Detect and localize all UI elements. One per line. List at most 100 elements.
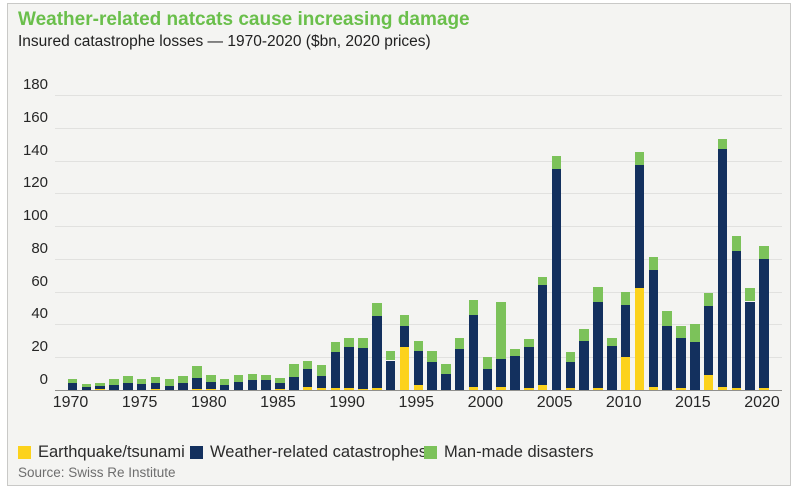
bar-2019-weather-related-catastrophes: [745, 301, 755, 390]
legend-swatch-2: [424, 446, 437, 459]
figure-border: [7, 3, 791, 486]
bar-1981-man-made-disasters: [219, 379, 230, 386]
bar-1998-man-made-disasters: [454, 337, 465, 350]
bar-1993-weather-related-catastrophes: [385, 360, 396, 390]
legend-swatch-0: [18, 446, 31, 459]
legend-item-weather: Weather-related catastrophes: [190, 443, 427, 462]
bar-1992-weather-related-catastrophes: [372, 316, 382, 389]
bar-2002-man-made-disasters: [510, 349, 520, 356]
source-note: Source: Swiss Re Institute: [18, 465, 176, 480]
bar-1990-man-made-disasters: [344, 337, 354, 348]
bar-1974-man-made-disasters: [123, 376, 133, 383]
x-tick-1990: 1990: [329, 394, 365, 411]
bar-1984-man-made-disasters: [261, 375, 271, 381]
bar-1992-earthquake-tsunami: [372, 388, 382, 390]
bar-1985-earthquake-tsunami: [275, 389, 285, 391]
bar-1978-man-made-disasters: [178, 376, 188, 384]
bar-1986-weather-related-catastrophes: [289, 376, 299, 390]
y-tick-0: 0: [39, 371, 48, 388]
bar-1995-man-made-disasters: [413, 340, 423, 351]
bar-2014-weather-related-catastrophes: [676, 337, 686, 389]
bar-2002-weather-related-catastrophes: [510, 355, 520, 390]
bar-1976-earthquake-tsunami: [150, 389, 161, 391]
bar-2018-man-made-disasters: [731, 235, 742, 251]
bar-2020-weather-related-catastrophes: [759, 258, 769, 389]
bar-2011-weather-related-catastrophes: [634, 165, 645, 289]
bar-2012-earthquake-tsunami: [648, 386, 659, 390]
bar-2011-man-made-disasters: [634, 152, 645, 166]
x-tick-1995: 1995: [398, 394, 435, 411]
bar-1983-weather-related-catastrophes: [247, 380, 258, 390]
bar-1980-man-made-disasters: [206, 375, 216, 382]
legend-item-earthquake: Earthquake/tsunami: [18, 443, 185, 462]
bar-1979-weather-related-catastrophes: [192, 377, 202, 390]
x-tick-2010: 2010: [605, 394, 642, 411]
bar-1971-weather-related-catastrophes: [81, 386, 92, 390]
bar-2004-earthquake-tsunami: [537, 385, 548, 390]
bar-2015-man-made-disasters: [690, 324, 700, 343]
bar-1991-earthquake-tsunami: [358, 389, 368, 391]
legend-label-weather: Weather-related catastrophes: [210, 443, 428, 461]
bar-1979-man-made-disasters: [192, 366, 202, 378]
bar-2001-earthquake-tsunami: [496, 386, 506, 390]
bar-2009-man-made-disasters: [607, 337, 617, 346]
bar-1972-man-made-disasters: [95, 383, 105, 386]
bar-1996-weather-related-catastrophes: [427, 362, 437, 390]
bar-1993-man-made-disasters: [385, 350, 396, 361]
bar-1988-man-made-disasters: [316, 364, 327, 377]
bar-2020-earthquake-tsunami: [759, 388, 769, 390]
bar-1988-weather-related-catastrophes: [316, 376, 327, 389]
bar-2003-man-made-disasters: [524, 339, 534, 348]
bar-2014-earthquake-tsunami: [676, 388, 686, 390]
bar-1995-weather-related-catastrophes: [413, 350, 423, 386]
bar-1970-weather-related-catastrophes: [67, 383, 78, 390]
bar-2001-weather-related-catastrophes: [496, 358, 506, 387]
bar-2003-earthquake-tsunami: [524, 388, 534, 390]
bar-1980-earthquake-tsunami: [206, 389, 216, 391]
bar-1976-man-made-disasters: [150, 376, 161, 384]
bar-1977-man-made-disasters: [164, 379, 175, 386]
bar-2007-weather-related-catastrophes: [579, 340, 589, 390]
bar-1987-earthquake-tsunami: [302, 386, 313, 390]
bar-1987-man-made-disasters: [302, 360, 313, 369]
bar-2005-man-made-disasters: [551, 155, 562, 169]
bar-2000-weather-related-catastrophes: [482, 368, 493, 390]
chart-title: Weather-related natcats cause increasing…: [18, 9, 470, 30]
bar-1988-earthquake-tsunami: [316, 388, 327, 390]
bar-1990-earthquake-tsunami: [344, 388, 354, 390]
bar-1997-man-made-disasters: [441, 363, 451, 374]
bar-1990-weather-related-catastrophes: [344, 347, 354, 389]
gridline-40: [55, 324, 782, 326]
bar-1975-man-made-disasters: [136, 379, 147, 385]
bar-1982-weather-related-catastrophes: [233, 381, 244, 390]
bar-2013-man-made-disasters: [662, 311, 672, 327]
bar-2013-weather-related-catastrophes: [662, 326, 672, 390]
bar-1992-man-made-disasters: [372, 303, 382, 317]
bar-1978-weather-related-catastrophes: [178, 383, 188, 390]
bar-1985-man-made-disasters: [275, 377, 285, 383]
bar-2001-man-made-disasters: [496, 301, 506, 359]
bar-1970-man-made-disasters: [67, 379, 78, 384]
bar-2012-weather-related-catastrophes: [648, 270, 659, 387]
y-tick-120: 120: [22, 174, 48, 192]
bar-1979-earthquake-tsunami: [192, 389, 202, 391]
bar-1972-earthquake-tsunami: [95, 389, 105, 391]
bar-2006-man-made-disasters: [565, 352, 576, 363]
legend-label-earthquake: Earthquake/tsunami: [38, 443, 185, 461]
bar-1984-weather-related-catastrophes: [261, 380, 271, 390]
y-tick-20: 20: [31, 338, 48, 356]
y-tick-80: 80: [31, 239, 48, 257]
bar-1971-man-made-disasters: [81, 384, 92, 387]
bar-2004-weather-related-catastrophes: [537, 285, 548, 386]
x-tick-1980: 1980: [191, 394, 227, 411]
chart-subtitle: Insured catastrophe losses — 1970-2020 (…: [18, 33, 431, 50]
gridline-160: [55, 127, 782, 129]
bar-1991-man-made-disasters: [358, 338, 368, 349]
y-tick-160: 160: [22, 108, 48, 126]
bar-2006-weather-related-catastrophes: [565, 362, 576, 389]
bar-1998-weather-related-catastrophes: [454, 349, 465, 390]
gridline-100: [55, 226, 782, 228]
gridline-0: [55, 390, 782, 391]
